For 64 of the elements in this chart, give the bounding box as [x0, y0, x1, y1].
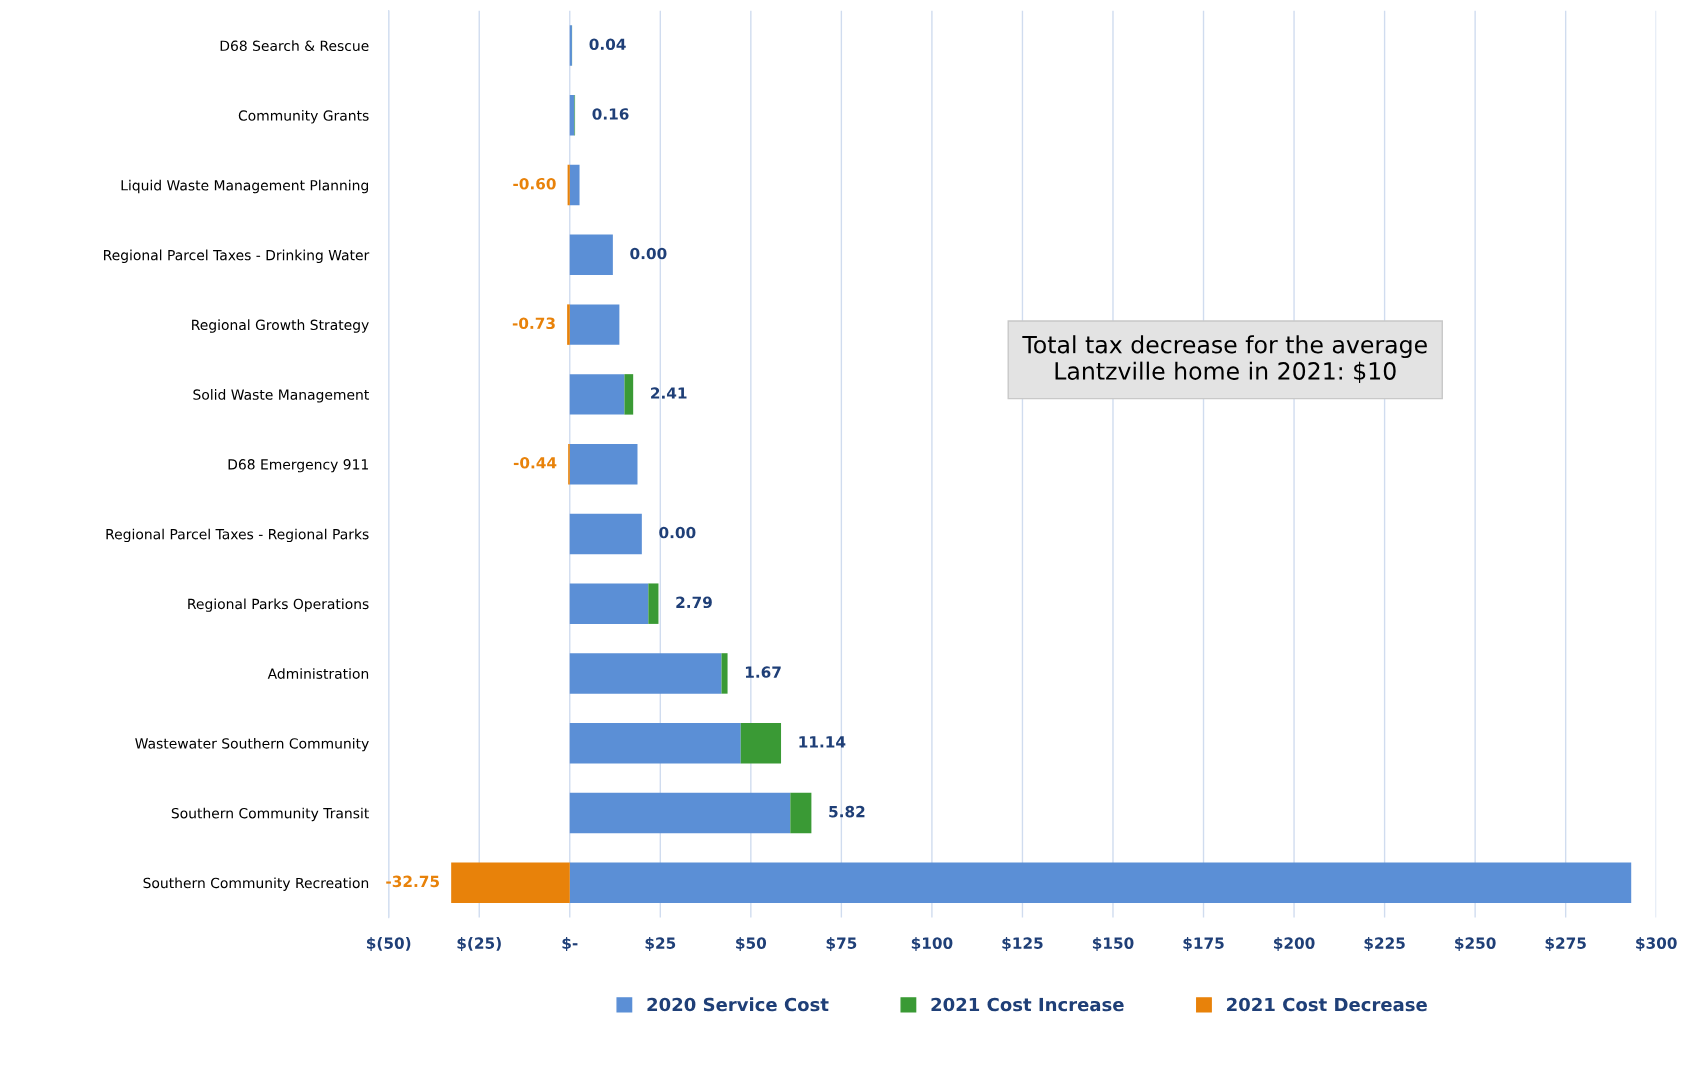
legend-label: 2021 Cost Decrease — [1227, 997, 1427, 1012]
data-label: 0.00 — [630, 247, 667, 260]
data-label: 0.16 — [592, 108, 629, 120]
x-tick-label: $50 — [736, 937, 767, 951]
data-label: 2.41 — [651, 387, 687, 399]
y-tick-label: Regional Parks Operations — [188, 598, 369, 612]
y-tick-label: Regional Parcel Taxes - Regional Parks — [106, 528, 369, 543]
x-tick-label: $125 — [1002, 937, 1043, 951]
x-tick-label: $- — [562, 937, 578, 951]
bar — [569, 164, 580, 206]
y-tick-label: Southern Community Recreation — [143, 877, 369, 891]
data-label: 2.79 — [676, 596, 712, 609]
x-tick-label: $(25) — [457, 937, 501, 951]
bar — [567, 304, 570, 345]
data-label: -0.73 — [512, 317, 555, 330]
x-tick-label: $175 — [1183, 937, 1224, 951]
y-tick-label: Regional Growth Strategy — [192, 319, 369, 333]
bar — [569, 583, 649, 624]
legend-label: 2021 Cost Increase — [931, 997, 1124, 1012]
y-tick-label: D68 Emergency 911 — [228, 459, 368, 473]
data-label: -0.60 — [513, 177, 556, 190]
bar — [569, 722, 741, 764]
x-tick-label: $150 — [1092, 937, 1134, 951]
x-tick-label: $25 — [645, 937, 676, 951]
bar — [569, 653, 722, 694]
data-label: 1.67 — [745, 666, 781, 678]
bar — [569, 513, 642, 555]
bar — [569, 304, 620, 345]
bar — [567, 164, 570, 206]
bar — [721, 653, 728, 694]
data-label: 0.00 — [659, 526, 696, 539]
data-label: 11.14 — [799, 736, 846, 748]
bar — [648, 583, 659, 624]
x-tick-label: $75 — [826, 937, 857, 951]
y-tick-label: Regional Parcel Taxes - Drinking Water — [104, 249, 370, 264]
y-tick-label: Administration — [267, 668, 369, 679]
x-tick-label: $300 — [1636, 937, 1677, 951]
bar — [451, 862, 570, 903]
annotation: Total tax decrease for the average Lantzville home in 2021: $10 — [1022, 335, 1427, 384]
x-tick-label: $275 — [1545, 937, 1586, 951]
y-tick-label: Community Grants — [238, 110, 369, 124]
data-label: -32.75 — [386, 875, 439, 888]
bar — [569, 862, 1632, 903]
data-label: 5.82 — [829, 805, 865, 818]
x-tick-label: $225 — [1364, 937, 1405, 951]
data-label: -0.44 — [513, 457, 557, 469]
y-tick-label: Solid Waste Management — [193, 389, 369, 403]
data-label: 0.04 — [589, 38, 626, 50]
bar — [569, 792, 791, 834]
bar — [569, 443, 638, 485]
y-tick-label: Southern Community Transit — [171, 807, 369, 822]
x-tick-label: $100 — [911, 937, 953, 951]
legend-label: 2020 Service Cost — [647, 997, 829, 1012]
x-tick-label: $200 — [1273, 937, 1315, 951]
x-tick-label: $(50) — [366, 937, 411, 951]
bar — [740, 722, 782, 764]
bar — [569, 234, 613, 276]
bar — [624, 374, 634, 415]
bar — [569, 374, 625, 415]
y-tick-label: Liquid Waste Management Planning — [121, 179, 368, 194]
x-tick-label: $250 — [1455, 937, 1496, 951]
bar — [790, 792, 812, 834]
y-tick-label: Wastewater Southern Community — [135, 737, 369, 752]
y-tick-label: D68 Search & Rescue — [220, 40, 369, 52]
